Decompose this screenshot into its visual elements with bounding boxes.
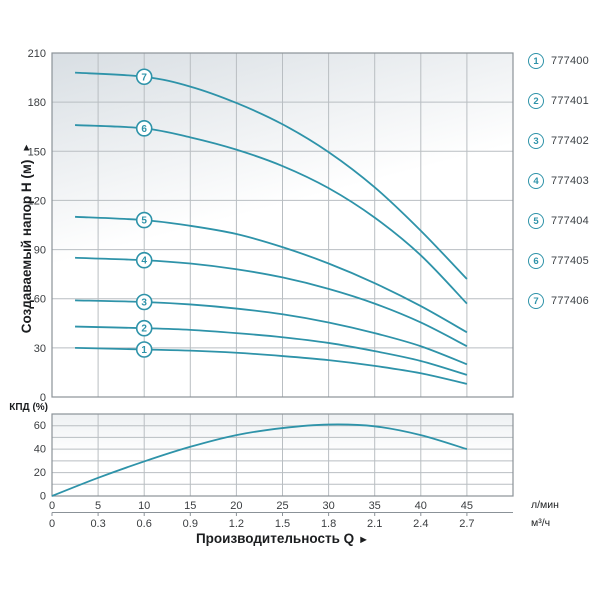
y-tick-label: 0 bbox=[40, 392, 46, 404]
x-tick-label-m3h: 1.2 bbox=[229, 518, 244, 530]
curve-marker-number-2: 2 bbox=[141, 324, 147, 335]
pump-curve-6 bbox=[75, 124, 468, 305]
legend-item: 2 777401 bbox=[528, 93, 589, 109]
y-tick-label: 90 bbox=[34, 245, 46, 257]
curve-marker-number-3: 3 bbox=[141, 297, 147, 308]
curve-number-badge: 3 bbox=[528, 133, 544, 149]
curve-number-badge: 4 bbox=[528, 173, 544, 189]
x-tick-label-lmin: 0 bbox=[49, 500, 55, 512]
right-arrow-icon: ► bbox=[358, 534, 370, 546]
y-tick-label: 30 bbox=[34, 343, 46, 355]
x-tick-label-lmin: 25 bbox=[276, 500, 288, 512]
x-tick-label-m3h: 0 bbox=[49, 518, 55, 530]
efficiency-tick-label: 0 bbox=[40, 491, 46, 503]
curve-marker-number-4: 4 bbox=[141, 256, 147, 267]
x-tick-label-m3h: 1.5 bbox=[275, 518, 290, 530]
y-tick-label: 150 bbox=[28, 146, 46, 158]
curve-number-badge: 2 bbox=[528, 93, 544, 109]
up-arrow-icon: ▲ bbox=[21, 142, 31, 154]
unit-label-lmin: л/мин bbox=[531, 499, 559, 511]
legend-item: 4 777403 bbox=[528, 173, 589, 189]
x-tick-label-lmin: 10 bbox=[138, 500, 150, 512]
pump-model-code: 777406 bbox=[551, 295, 589, 307]
y-axis-title-text: Создаваемый напор H (м) bbox=[18, 159, 34, 334]
pump-model-code: 777404 bbox=[551, 215, 589, 227]
y-tick-label: 120 bbox=[28, 195, 46, 207]
x-tick-label-lmin: 40 bbox=[415, 500, 427, 512]
curve-marker-circle-4 bbox=[135, 251, 153, 269]
curve-marker-number-7: 7 bbox=[141, 72, 147, 83]
x-tick-label-lmin: 15 bbox=[184, 500, 196, 512]
legend-item: 5 777404 bbox=[528, 213, 589, 229]
legend-item: 1 777400 bbox=[528, 53, 589, 69]
curve-marker-circle-3 bbox=[135, 293, 153, 311]
legend-item: 6 777405 bbox=[528, 253, 589, 269]
x-tick-label-m3h: 2.4 bbox=[413, 518, 428, 530]
pump-model-code: 777405 bbox=[551, 255, 589, 267]
pump-curve-4 bbox=[75, 256, 468, 348]
efficiency-tick-label: 20 bbox=[34, 467, 46, 479]
pump-curve-3 bbox=[75, 299, 468, 366]
x-tick-label-m3h: 2.1 bbox=[367, 518, 382, 530]
y-axis-title: Создаваемый напор H (м) ▲ bbox=[17, 73, 35, 403]
head-plot-border bbox=[51, 52, 514, 398]
curve-marker-circle-2 bbox=[135, 319, 153, 337]
x-tick-label-m3h: 0.9 bbox=[183, 518, 198, 530]
pump-curve-1 bbox=[75, 346, 468, 385]
unit-label-m3h: м³/ч bbox=[531, 517, 551, 529]
pump-model-code: 777400 bbox=[551, 55, 589, 67]
legend-item: 3 777402 bbox=[528, 133, 589, 149]
curve-number-badge: 5 bbox=[528, 213, 544, 229]
x-tick-label-m3h: 0.3 bbox=[90, 518, 105, 530]
efficiency-tick-label: 60 bbox=[34, 420, 46, 432]
curve-marker-circle-5 bbox=[135, 211, 153, 229]
curve-marker-circle-7 bbox=[135, 68, 153, 86]
efficiency-axis-title: КПД (%) bbox=[9, 402, 48, 413]
x-axis-title-text: Производительность Q bbox=[195, 531, 355, 546]
x-tick-label-lmin: 20 bbox=[230, 500, 242, 512]
pump-model-code: 777403 bbox=[551, 175, 589, 187]
curve-marker-circle-1 bbox=[135, 341, 153, 358]
x-tick-label-lmin: 5 bbox=[95, 500, 101, 512]
x-tick-label-m3h: 1.8 bbox=[321, 518, 336, 530]
x-tick-label-lmin: 35 bbox=[369, 500, 381, 512]
y-tick-label: 60 bbox=[34, 294, 46, 306]
pump-curve-7 bbox=[74, 71, 468, 280]
x-tick-label-lmin: 45 bbox=[461, 500, 473, 512]
pump-curve-5 bbox=[75, 215, 468, 334]
pump-curve-2 bbox=[75, 325, 468, 376]
x-axis-title: Производительность Q ► bbox=[52, 531, 513, 546]
legend-item: 7 777406 bbox=[528, 293, 589, 309]
x-tick-label-m3h: 2.7 bbox=[459, 518, 474, 530]
x-tick-label-lmin: 30 bbox=[322, 500, 334, 512]
curve-marker-number-1: 1 bbox=[141, 345, 147, 356]
y-tick-label: 180 bbox=[28, 97, 46, 109]
pump-model-code: 777402 bbox=[551, 135, 589, 147]
curve-number-badge: 6 bbox=[528, 253, 544, 269]
x-tick-label-m3h: 0.6 bbox=[137, 518, 152, 530]
curve-marker-number-5: 5 bbox=[141, 216, 147, 227]
curve-marker-circle-6 bbox=[135, 120, 153, 137]
curve-marker-number-6: 6 bbox=[141, 124, 147, 135]
pump-model-code: 777401 bbox=[551, 95, 589, 107]
efficiency-curve bbox=[51, 423, 468, 497]
legend: 1 777400 2 777401 3 777402 4 777403 5 77… bbox=[528, 53, 589, 309]
efficiency-plot-border bbox=[51, 413, 514, 497]
curve-number-badge: 1 bbox=[528, 53, 544, 69]
y-tick-label: 210 bbox=[28, 48, 46, 60]
curve-number-badge: 7 bbox=[528, 293, 544, 309]
efficiency-tick-label: 40 bbox=[34, 444, 46, 456]
